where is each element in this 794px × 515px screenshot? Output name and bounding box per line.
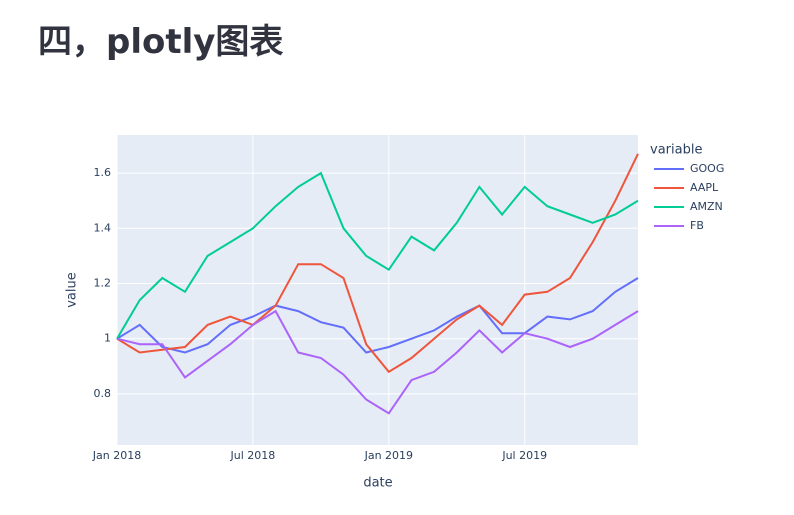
plot-area: [117, 135, 638, 445]
legend-title: variable: [650, 143, 702, 158]
x-tick-label: Jul 2018: [230, 449, 276, 462]
legend-label: FB: [690, 219, 704, 232]
x-axis-label: date: [363, 476, 392, 491]
series-line: [116, 309, 639, 415]
y-tick-label: 1: [104, 332, 111, 345]
legend-label: AMZN: [690, 200, 723, 213]
y-axis-label: value: [65, 272, 80, 308]
y-tick-label: 1.6: [94, 166, 112, 179]
page-title: 四，plotly图表: [38, 22, 284, 62]
y-tick-label: 1.2: [94, 277, 112, 290]
x-tick-label: Jan 2018: [92, 449, 141, 462]
series-line: [116, 171, 639, 340]
y-tick-label: 1.4: [94, 221, 112, 234]
legend-label: GOOG: [690, 162, 724, 175]
series-line: [116, 153, 639, 374]
x-tick-label: Jan 2019: [364, 449, 413, 462]
y-tick-label: 0.8: [94, 387, 112, 400]
x-tick-label: Jul 2019: [501, 449, 547, 462]
legend-label: AAPL: [690, 181, 719, 194]
series-line: [116, 277, 639, 354]
